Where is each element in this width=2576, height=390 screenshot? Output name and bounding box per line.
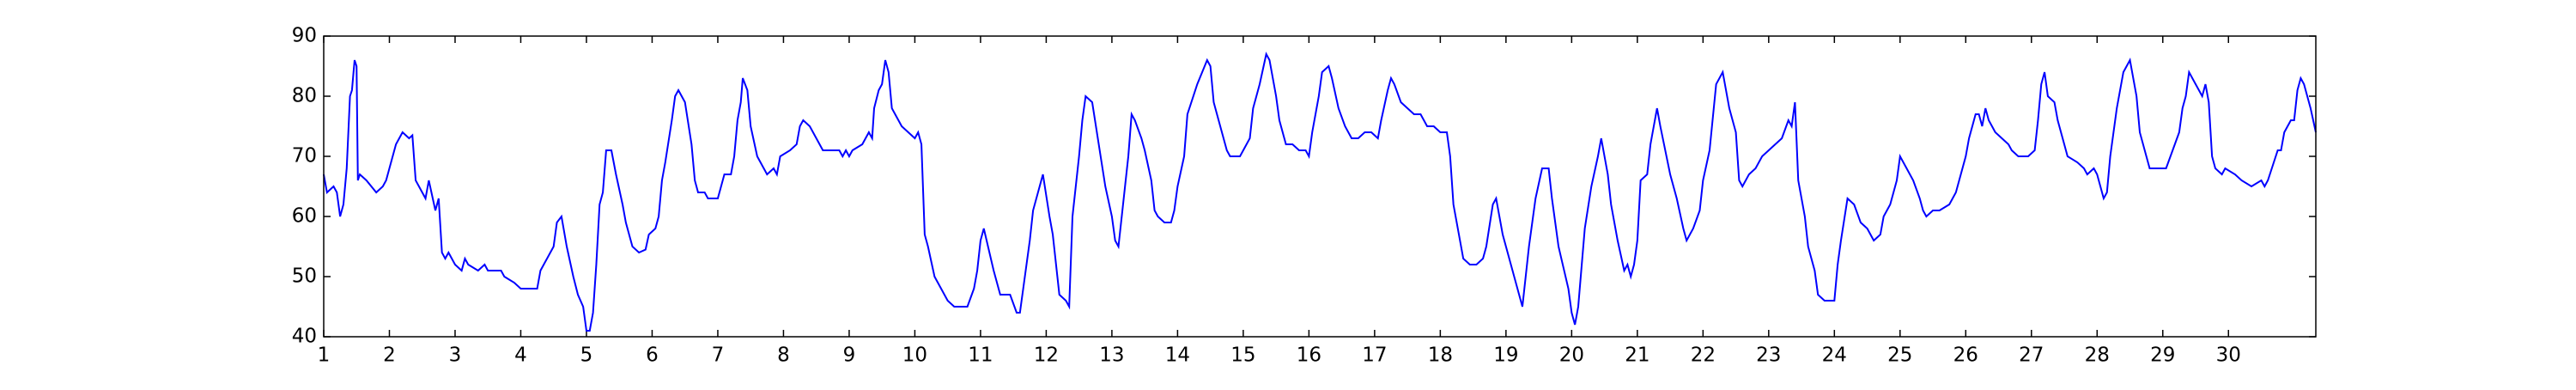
plot-frame: [323, 35, 2317, 338]
x-tick-label: 21: [1625, 344, 1649, 367]
x-tick-label: 13: [1099, 344, 1124, 367]
x-tick-label: 10: [902, 344, 927, 367]
x-tick-label: 8: [777, 344, 790, 367]
x-tick-label: 12: [1034, 344, 1059, 367]
data-line: [323, 52, 2317, 332]
x-tick-label: 15: [1230, 344, 1255, 367]
x-tick-label: 26: [1953, 344, 1978, 367]
y-tick-label: 70: [292, 145, 317, 168]
y-tick-label: 80: [292, 85, 317, 107]
x-tick-label: 3: [449, 344, 462, 367]
y-tick-label: 60: [292, 205, 317, 228]
x-tick-label: 14: [1165, 344, 1190, 367]
x-tick-label: 7: [712, 344, 725, 367]
x-tick-label: 20: [1559, 344, 1584, 367]
y-tick-label: 50: [292, 265, 317, 288]
y-tick-label: 90: [292, 25, 317, 47]
x-tick-label: 5: [580, 344, 593, 367]
x-tick-label: 24: [1822, 344, 1847, 367]
x-tick-label: 6: [646, 344, 659, 367]
x-tick-label: 25: [1887, 344, 1912, 367]
y-tick-label: 40: [292, 326, 317, 348]
x-tick-label: 18: [1428, 344, 1453, 367]
x-tick-label: 27: [2019, 344, 2044, 367]
x-tick-label: 2: [383, 344, 396, 367]
x-tick-label: 29: [2150, 344, 2175, 367]
x-tick-label: 17: [1362, 344, 1387, 367]
x-tick-label: 28: [2085, 344, 2110, 367]
x-tick-label: 23: [1756, 344, 1781, 367]
x-tick-label: 1: [318, 344, 331, 367]
x-tick-label: 16: [1297, 344, 1321, 367]
x-tick-label: 22: [1691, 344, 1716, 367]
x-tick-label: 19: [1493, 344, 1518, 367]
x-tick-label: 30: [2216, 344, 2241, 367]
x-tick-label: 9: [843, 344, 856, 367]
x-tick-label: 4: [514, 344, 527, 367]
x-tick-label: 11: [968, 344, 993, 367]
